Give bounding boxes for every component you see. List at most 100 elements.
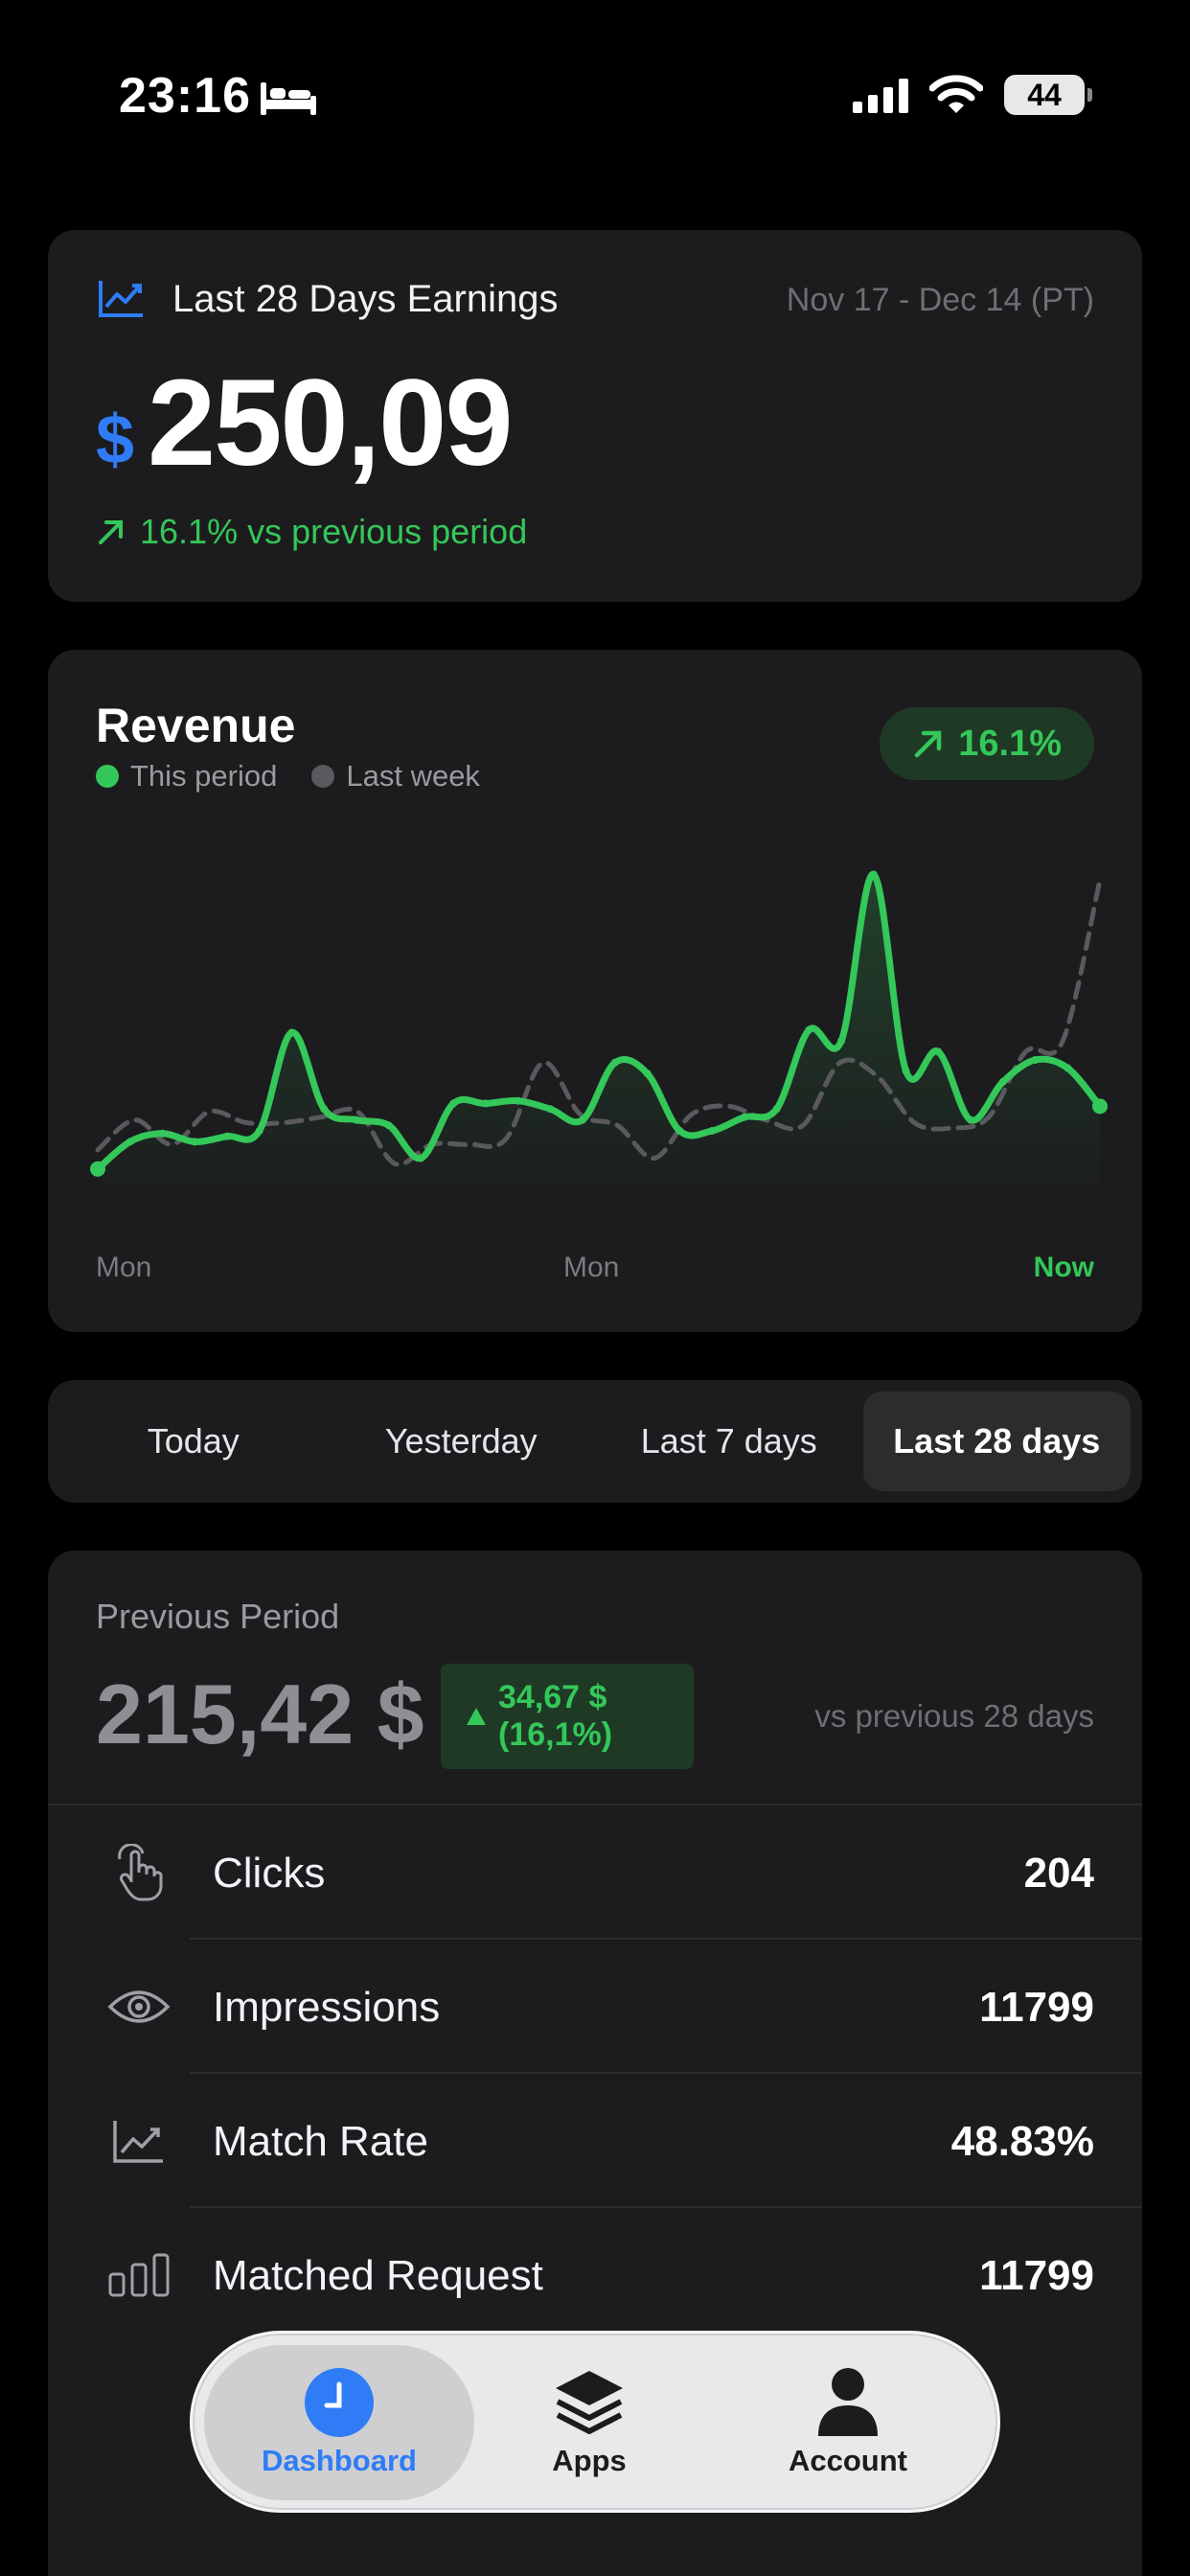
- earnings-date-range: Nov 17 - Dec 14 (PT): [786, 282, 1094, 318]
- series-line-last-week: [95, 877, 1103, 1167]
- revenue-card: Revenue This period Last week 16.1% Mon …: [48, 650, 1142, 1332]
- metric-value: 11799: [979, 1984, 1094, 2031]
- earnings-amount: 250,09: [148, 355, 513, 492]
- metric-row-clicks[interactable]: Clicks 204: [48, 1806, 1142, 1940]
- metric-value: 48.83%: [950, 2118, 1094, 2165]
- divider: [190, 1938, 1142, 1940]
- data-point-this-period: [514, 1096, 522, 1105]
- battery-indicator: 44: [1004, 75, 1092, 115]
- previous-period-amount: 215,42 $: [96, 1667, 424, 1761]
- period-last-7-days[interactable]: Last 7 days: [640, 1421, 817, 1460]
- previous-period-label: Previous Period: [96, 1597, 340, 1636]
- triangle-up-icon: [467, 1708, 486, 1725]
- data-point-this-period: [384, 1121, 393, 1130]
- data-point-this-period: [223, 1132, 231, 1140]
- tab-label: Account: [789, 2444, 907, 2477]
- legend-this-period: This period: [96, 759, 277, 794]
- tab-account[interactable]: Account: [752, 2345, 944, 2500]
- earnings-title: Last 28 Days Earnings: [172, 278, 559, 320]
- legend-dot-gray: [311, 765, 335, 788]
- legend-label: This period: [130, 759, 278, 793]
- earnings-card[interactable]: Last 28 Days Earnings Nov 17 - Dec 14 (P…: [48, 230, 1142, 602]
- data-point-this-period: [320, 1105, 329, 1114]
- chart-legend: This period Last week: [96, 759, 480, 794]
- legend-label: Last week: [346, 759, 480, 793]
- change-percent: (16,1%): [498, 1716, 613, 1753]
- legend-last-week: Last week: [311, 759, 480, 794]
- data-point-this-period: [90, 1161, 105, 1177]
- metric-value: 11799: [979, 2252, 1094, 2299]
- data-point-this-period: [449, 1099, 458, 1108]
- tab-bar: Dashboard Apps Account: [190, 2331, 1000, 2513]
- revenue-title: Revenue: [96, 699, 296, 752]
- period-selector: Today Yesterday Last 7 days Last 28 days: [48, 1380, 1142, 1503]
- status-time: 23:16: [119, 68, 251, 124]
- change-amount: 34,67 $: [498, 1678, 607, 1715]
- data-point-this-period: [255, 1127, 263, 1135]
- data-point-this-period: [126, 1138, 134, 1146]
- revenue-growth-value: 16.1%: [958, 723, 1062, 764]
- data-point-this-period: [191, 1138, 199, 1146]
- period-last-28-days[interactable]: Last 28 days: [862, 1392, 1131, 1491]
- data-point-this-period: [610, 1058, 619, 1067]
- data-point-this-period: [158, 1129, 167, 1138]
- divider: [190, 2206, 1142, 2208]
- data-point-this-period: [740, 1113, 748, 1121]
- data-point-this-period: [869, 870, 878, 879]
- status-bar: 23:16 44: [0, 0, 1190, 192]
- metric-value: 204: [1023, 1850, 1094, 1897]
- divider: [48, 1804, 1142, 1806]
- metric-row-match-rate[interactable]: Match Rate 48.83%: [48, 2074, 1142, 2208]
- data-point-this-period: [837, 1037, 846, 1046]
- metric-name: Match Rate: [213, 2118, 428, 2165]
- eye-icon: [107, 1978, 171, 2036]
- legend-dot-green: [96, 765, 119, 788]
- metric-name: Matched Request: [213, 2252, 543, 2299]
- data-point-this-period: [772, 1105, 781, 1114]
- person-icon: [818, 2368, 878, 2436]
- layers-icon: [556, 2371, 623, 2434]
- divider: [190, 2072, 1142, 2074]
- bed-icon: [261, 82, 316, 115]
- metric-name: Impressions: [213, 1984, 441, 2031]
- x-label-now: Now: [1033, 1252, 1094, 1283]
- tab-label: Apps: [552, 2444, 627, 2477]
- previous-period-change-badge: 34,67 $ (16,1%): [441, 1664, 694, 1769]
- clock-icon: [305, 2368, 374, 2437]
- arrow-up-right-icon: [99, 520, 123, 544]
- data-point-this-period: [1031, 1056, 1040, 1064]
- chart-line-up-icon: [99, 281, 143, 317]
- x-label-mid: Mon: [563, 1252, 620, 1283]
- tab-dashboard[interactable]: Dashboard: [204, 2345, 474, 2500]
- currency-symbol: $: [96, 402, 135, 478]
- tab-apps[interactable]: Apps: [513, 2345, 666, 2500]
- metric-row-matched-request[interactable]: Matched Request 11799: [48, 2208, 1142, 2342]
- period-today[interactable]: Today: [147, 1421, 240, 1460]
- chart-line-up-icon: [107, 2112, 171, 2170]
- bar-chart-icon: [107, 2246, 171, 2304]
- arrow-up-right-icon: [915, 730, 942, 758]
- series-area-this-period: [98, 874, 1100, 1202]
- data-point-this-period: [998, 1077, 1007, 1086]
- data-point-this-period: [902, 1067, 910, 1075]
- metric-name: Clicks: [213, 1850, 326, 1897]
- data-point-this-period: [1064, 1064, 1072, 1072]
- revenue-chart: [90, 870, 1108, 1202]
- data-point-this-period: [967, 1116, 974, 1124]
- tab-label: Dashboard: [262, 2444, 417, 2477]
- cellular-signal-icon: [853, 79, 908, 113]
- earnings-change: 16.1% vs previous period: [96, 512, 527, 552]
- data-point-this-period: [481, 1099, 490, 1108]
- hand-tap-icon: [107, 1844, 171, 1901]
- data-point-this-period: [643, 1070, 652, 1078]
- earnings-change-text: 16.1% vs previous period: [140, 512, 528, 551]
- period-yesterday[interactable]: Yesterday: [384, 1421, 538, 1460]
- data-point-this-period: [805, 1025, 813, 1034]
- revenue-growth-badge: 16.1%: [880, 707, 1094, 780]
- data-point-this-period: [287, 1028, 296, 1037]
- wifi-icon: [929, 75, 983, 113]
- data-point-this-period: [352, 1116, 360, 1124]
- data-point-this-period: [417, 1154, 425, 1162]
- metric-row-impressions[interactable]: Impressions 11799: [48, 1940, 1142, 2074]
- series-line-this-period: [94, 870, 1104, 1173]
